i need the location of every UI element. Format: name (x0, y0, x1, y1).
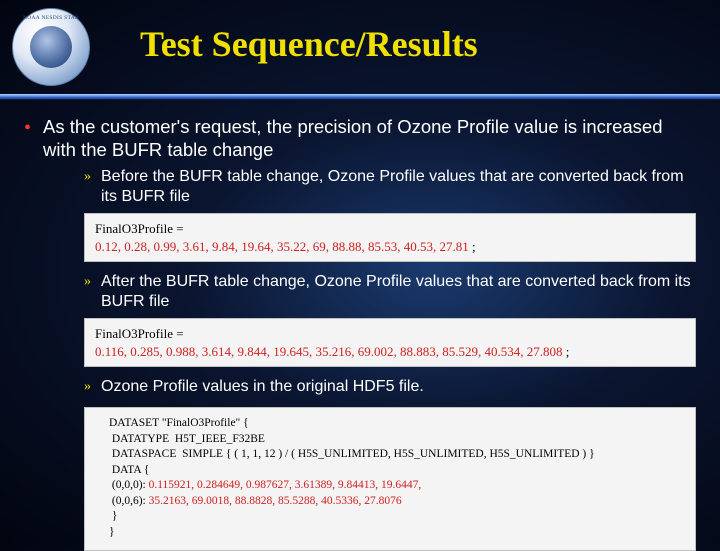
hdf5-line: } (109, 525, 685, 541)
noaa-logo (12, 8, 90, 86)
code-box-after: FinalO3Profile = 0.116, 0.285, 0.988, 3.… (84, 318, 696, 367)
chevron-icon: » (84, 167, 91, 207)
code-label: FinalO3Profile = (95, 221, 184, 236)
bullet-l2-before-text: Before the BUFR table change, Ozone Prof… (101, 167, 696, 207)
hdf5-prefix: (0,0,0): (109, 479, 149, 491)
slide-title: Test Sequence/Results (140, 23, 478, 65)
hdf5-values: 35.2163, 69.0018, 88.8828, 85.5288, 40.5… (149, 495, 402, 507)
logo-globe-icon (30, 26, 72, 68)
hdf5-line: DATA { (109, 463, 685, 479)
hdf5-values: 0.115921, 0.284649, 0.987627, 3.61389, 9… (149, 479, 422, 491)
chevron-icon: » (84, 377, 91, 397)
bullet-dot-icon: • (24, 116, 31, 161)
bullet-l2-hdf5-text: Ozone Profile values in the original HDF… (101, 377, 424, 397)
hdf5-line: DATASPACE SIMPLE { ( 1, 1, 12 ) / ( H5S_… (109, 447, 685, 463)
bullet-level2-hdf5: » Ozone Profile values in the original H… (84, 377, 696, 397)
bullet-level2-after: » After the BUFR table change, Ozone Pro… (84, 272, 696, 312)
code-tail: ; (469, 239, 476, 254)
hdf5-line: (0,0,0): 0.115921, 0.284649, 0.987627, 3… (109, 478, 685, 494)
code-box-hdf5: DATASET "FinalO3Profile" { DATATYPE H5T_… (84, 407, 696, 551)
code-values: 0.12, 0.28, 0.99, 3.61, 9.84, 19.64, 35.… (95, 239, 469, 254)
slide-header: Test Sequence/Results (0, 0, 720, 88)
chevron-icon: » (84, 272, 91, 312)
code-values: 0.116, 0.285, 0.988, 3.614, 9.844, 19.64… (95, 344, 563, 359)
code-label: FinalO3Profile = (95, 326, 184, 341)
hdf5-line: } (109, 509, 685, 525)
hdf5-prefix: (0,0,6): (109, 495, 149, 507)
bullet-l2-after-text: After the BUFR table change, Ozone Profi… (101, 272, 696, 312)
code-box-before: FinalO3Profile = 0.12, 0.28, 0.99, 3.61,… (84, 213, 696, 262)
bullet-level1: • As the customer's request, the precisi… (24, 116, 696, 161)
slide-content: • As the customer's request, the precisi… (0, 100, 720, 551)
bullet-l1-text: As the customer's request, the precision… (43, 116, 696, 161)
code-tail: ; (563, 344, 570, 359)
hdf5-line: DATASET "FinalO3Profile" { (109, 416, 685, 432)
hdf5-line: DATATYPE H5T_IEEE_F32BE (109, 432, 685, 448)
bullet-level2-before: » Before the BUFR table change, Ozone Pr… (84, 167, 696, 207)
hdf5-line: (0,0,6): 35.2163, 69.0018, 88.8828, 85.5… (109, 494, 685, 510)
